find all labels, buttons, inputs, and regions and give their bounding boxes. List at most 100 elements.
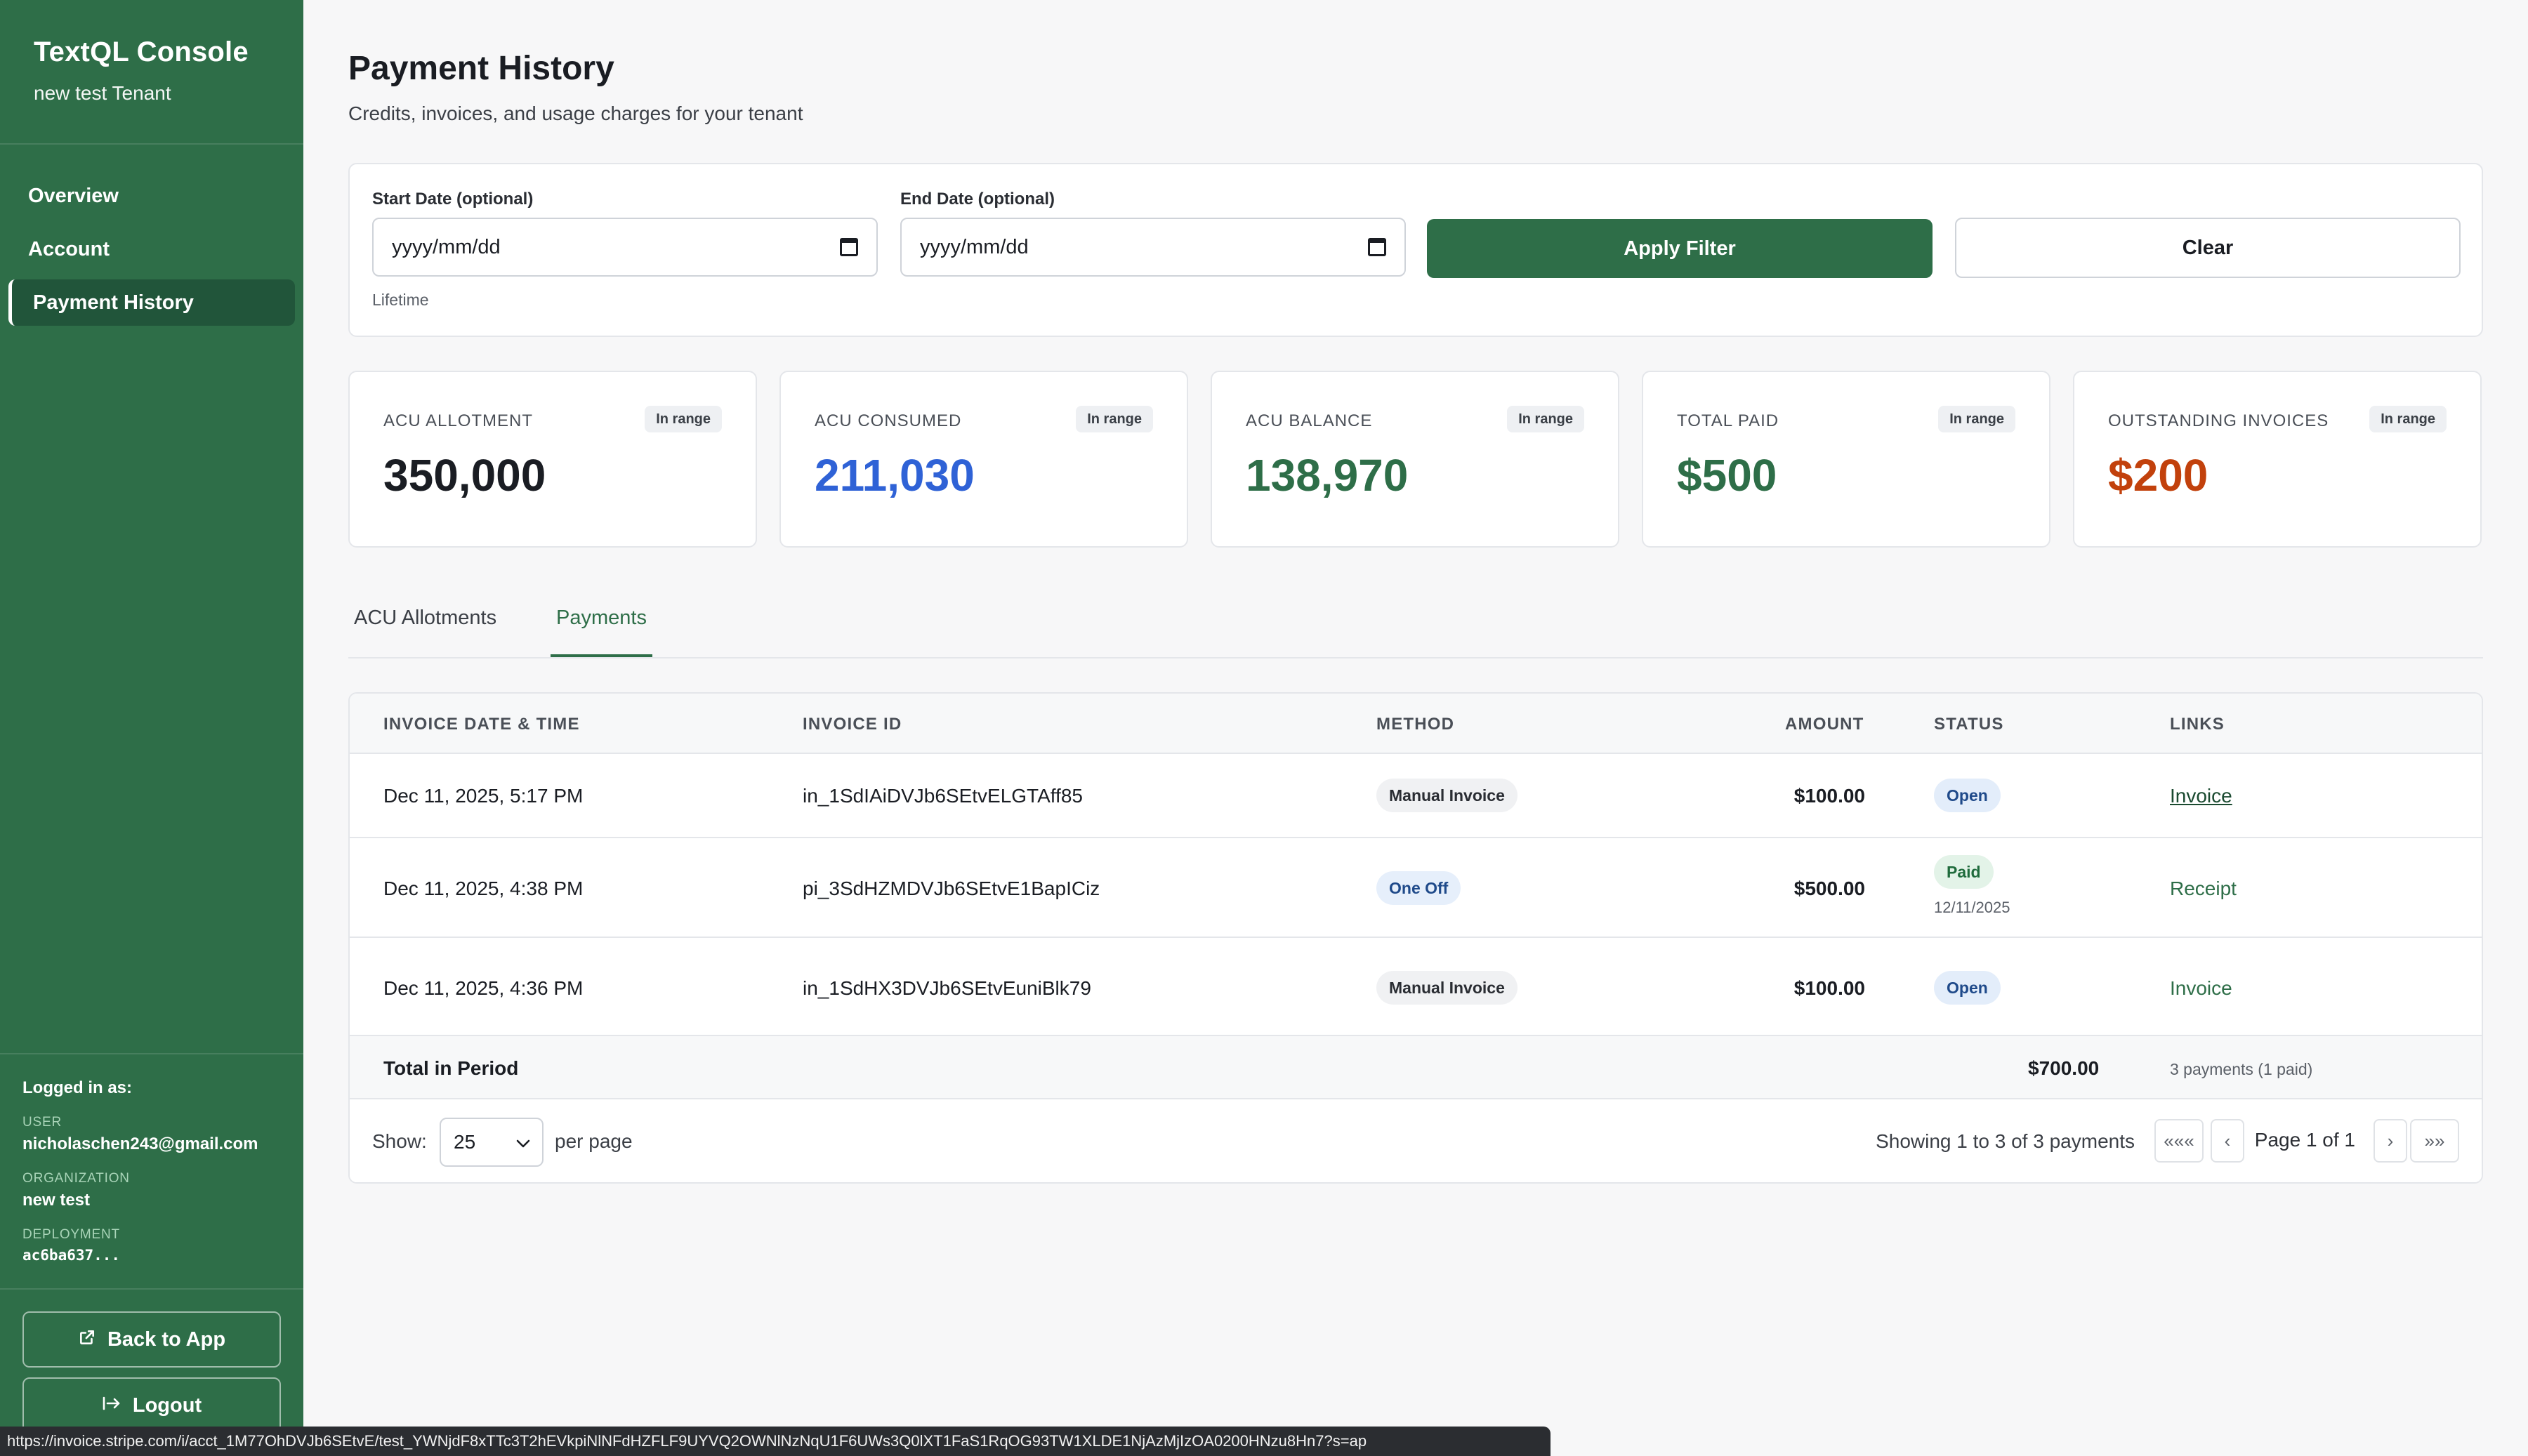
column-header-status: STATUS xyxy=(1934,715,2004,734)
invoice-date: Dec 11, 2025, 5:17 PM xyxy=(383,785,584,807)
stat-label: TOTAL PAID xyxy=(1677,411,1779,430)
sidebar: TextQL Console new test Tenant Overview … xyxy=(0,0,303,1456)
external-link-icon xyxy=(78,1328,96,1351)
invoice-link[interactable]: Invoice xyxy=(2170,977,2232,999)
range-badge: In range xyxy=(645,406,722,432)
show-label: Show: xyxy=(372,1130,427,1152)
paid-date: 12/11/2025 xyxy=(1934,899,2010,916)
page-title: Payment History xyxy=(348,50,614,87)
app-title: TextQL Console xyxy=(34,37,249,67)
stat-card-acu-consumed: ACU CONSUMED In range 211,030 xyxy=(779,371,1188,548)
first-page-button[interactable]: ««« xyxy=(2154,1119,2204,1163)
invoice-date: Dec 11, 2025, 4:38 PM xyxy=(383,878,584,899)
status-badge: Open xyxy=(1934,971,2001,1005)
end-date-input[interactable]: yyyy/mm/dd xyxy=(900,218,1406,277)
method-badge: Manual Invoice xyxy=(1376,971,1518,1005)
date-filter-card: Start Date (optional) yyyy/mm/dd End Dat… xyxy=(348,163,2483,337)
column-header-method: METHOD xyxy=(1376,715,1455,734)
logged-in-label: Logged in as: xyxy=(22,1078,132,1097)
invoice-link[interactable]: Invoice xyxy=(2170,785,2232,807)
amount: $100.00 xyxy=(1793,785,1865,807)
apply-filter-button[interactable]: Apply Filter xyxy=(1427,219,1933,278)
organization-name: new test xyxy=(22,1191,91,1210)
column-header-amount: AMOUNT xyxy=(1785,715,1864,734)
sidebar-item-account[interactable]: Account xyxy=(28,238,110,260)
per-page-label: per page xyxy=(555,1130,633,1152)
user-email: nicholaschen243@gmail.com xyxy=(22,1134,258,1153)
stat-value: 211,030 xyxy=(815,450,975,501)
brand: TextQL Console new test Tenant xyxy=(0,0,303,145)
start-date-value: yyyy/mm/dd xyxy=(392,235,501,258)
status-badge: Paid xyxy=(1934,855,1994,889)
logout-label: Logout xyxy=(132,1394,202,1417)
per-page-select[interactable]: 25 xyxy=(440,1118,544,1167)
back-to-app-button[interactable]: Back to App xyxy=(22,1311,281,1368)
stat-card-total-paid: TOTAL PAID In range $500 xyxy=(1642,371,2050,548)
back-to-app-label: Back to App xyxy=(107,1328,226,1351)
stat-value: $500 xyxy=(1677,450,1777,501)
table-row: Dec 11, 2025, 4:38 PM pi_3SdHZMDVJb6SEtv… xyxy=(350,838,2482,938)
last-page-button[interactable]: »» xyxy=(2410,1119,2459,1163)
start-date-input[interactable]: yyyy/mm/dd xyxy=(372,218,878,277)
session-info: Logged in as: USER nicholaschen243@gmail… xyxy=(0,1053,303,1280)
total-row: Total in Period $700.00 3 payments (1 pa… xyxy=(350,1035,2482,1099)
receipt-link[interactable]: Receipt xyxy=(2170,878,2237,899)
per-page-value: 25 xyxy=(454,1131,476,1153)
stat-label: ACU CONSUMED xyxy=(815,411,962,430)
invoice-id: pi_3SdHZMDVJb6SEtvE1BapICiz xyxy=(803,878,1100,899)
next-page-button[interactable]: › xyxy=(2374,1119,2407,1163)
stat-value: 138,970 xyxy=(1246,450,1409,501)
method-badge: One Off xyxy=(1376,871,1461,905)
previous-page-button[interactable]: ‹ xyxy=(2211,1119,2244,1163)
column-header-links: LINKS xyxy=(2170,715,2225,734)
sidebar-item-payment-history[interactable]: Payment History xyxy=(8,279,295,326)
sidebar-nav: Overview Account Payment History xyxy=(0,145,303,326)
range-badge: In range xyxy=(1076,406,1153,432)
total-amount: $700.00 xyxy=(2028,1057,2100,1079)
invoice-id: in_1SdHX3DVJb6SEtvEuniBlk79 xyxy=(803,977,1091,999)
tabs: ACU Allotments Payments xyxy=(348,590,2483,658)
range-badge: In range xyxy=(1507,406,1584,432)
stat-card-outstanding-invoices: OUTSTANDING INVOICES In range $200 xyxy=(2073,371,2482,548)
logout-icon xyxy=(102,1395,121,1417)
payments-table: INVOICE DATE & TIME INVOICE ID METHOD AM… xyxy=(348,692,2483,1184)
total-label: Total in Period xyxy=(383,1057,519,1079)
invoice-date: Dec 11, 2025, 4:36 PM xyxy=(383,977,584,999)
table-row: Dec 11, 2025, 4:36 PM in_1SdHX3DVJb6SEtv… xyxy=(350,938,2482,1035)
column-header-invoice-id: INVOICE ID xyxy=(803,715,902,734)
page-subtitle: Credits, invoices, and usage charges for… xyxy=(348,102,803,124)
status-bar-url: https://invoice.stripe.com/i/acct_1M77Oh… xyxy=(0,1427,1551,1456)
tenant-name: new test Tenant xyxy=(34,82,171,104)
deployment-label: DEPLOYMENT xyxy=(22,1227,120,1242)
table-header: INVOICE DATE & TIME INVOICE ID METHOD AM… xyxy=(350,694,2482,754)
sidebar-item-overview[interactable]: Overview xyxy=(28,185,119,207)
stat-value: 350,000 xyxy=(383,450,546,501)
showing-count: Showing 1 to 3 of 3 payments xyxy=(1876,1130,2135,1152)
table-row: Dec 11, 2025, 5:17 PM in_1SdIAiDVJb6SEtv… xyxy=(350,754,2482,838)
total-note: 3 payments (1 paid) xyxy=(2170,1060,2313,1078)
start-date-label: Start Date (optional) xyxy=(372,190,534,209)
end-date-label: End Date (optional) xyxy=(900,190,1055,209)
tab-payments[interactable]: Payments xyxy=(551,607,652,657)
tab-acu-allotments[interactable]: ACU Allotments xyxy=(354,607,497,629)
range-badge: In range xyxy=(1938,406,2015,432)
summary-stats: ACU ALLOTMENT In range 350,000 ACU CONSU… xyxy=(348,371,2483,548)
amount: $100.00 xyxy=(1793,977,1865,999)
method-badge: Manual Invoice xyxy=(1376,779,1518,812)
main-content: Payment History Credits, invoices, and u… xyxy=(303,0,2528,1456)
stat-card-acu-allotment: ACU ALLOTMENT In range 350,000 xyxy=(348,371,757,548)
pagination: Show: 25 per page Showing 1 to 3 of 3 pa… xyxy=(350,1099,2482,1182)
page-indicator: Page 1 of 1 xyxy=(2254,1129,2355,1151)
organization-label: ORGANIZATION xyxy=(22,1171,130,1186)
clear-filter-button[interactable]: Clear xyxy=(1955,218,2461,278)
divider xyxy=(0,1288,303,1290)
amount: $500.00 xyxy=(1793,878,1865,899)
calendar-icon[interactable] xyxy=(1368,238,1386,256)
end-date-value: yyyy/mm/dd xyxy=(920,235,1029,258)
stat-label: OUTSTANDING INVOICES xyxy=(2108,411,2329,430)
logout-button[interactable]: Logout xyxy=(22,1377,281,1434)
stat-label: ACU ALLOTMENT xyxy=(383,411,534,430)
stat-label: ACU BALANCE xyxy=(1246,411,1373,430)
calendar-icon[interactable] xyxy=(840,238,858,256)
deployment-id: ac6ba637... xyxy=(22,1247,121,1264)
